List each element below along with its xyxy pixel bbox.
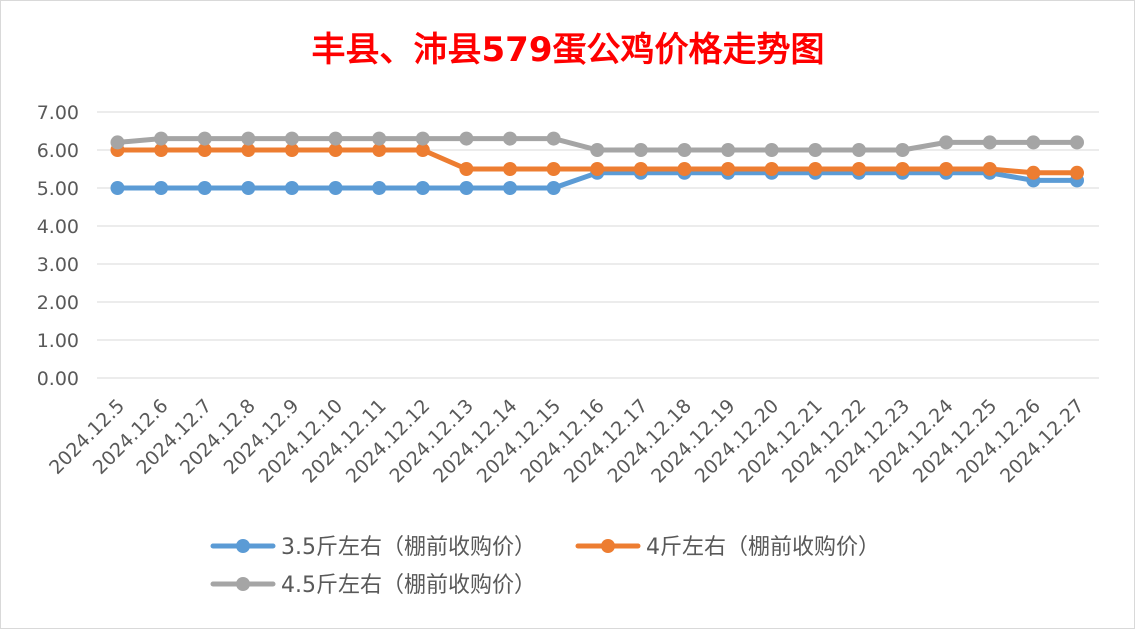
data-point [677,162,692,176]
data-point [895,162,910,176]
data-point [372,181,387,195]
data-point [197,131,212,146]
data-point [503,131,518,146]
data-point [546,181,561,195]
y-tick-label: 2.00 [37,292,79,314]
data-point [1070,165,1084,180]
data-point [764,143,779,157]
y-axis-ticks: 0.00 1.00 2.00 3.00 4.00 5.00 6.00 7.00 [37,102,79,390]
series-lines [110,131,1084,195]
legend: 3.5斤左右（棚前收购价） 4斤左右（棚前收购价） 4.5斤左右（棚前收购价） [210,535,880,598]
data-point [415,143,430,157]
legend-label: 3.5斤左右（棚前收购价） [281,535,536,560]
y-tick-label: 3.00 [37,254,79,276]
data-point [1026,165,1041,180]
legend-item: 3.5斤左右（棚前收购价） [210,535,536,560]
y-tick-label: 0.00 [37,368,79,390]
data-point [503,162,518,176]
data-point [284,131,299,146]
data-point [372,143,387,157]
data-point [284,181,299,195]
data-point [764,162,779,176]
legend-swatch-marker [236,539,250,553]
data-point [197,181,212,195]
data-point [154,181,169,195]
y-tick-label: 4.00 [37,216,79,238]
data-point [895,143,910,157]
data-point [154,143,169,157]
series-3 [110,131,1084,157]
data-point [241,143,256,157]
data-point [459,181,474,195]
data-point [197,143,212,157]
data-point [415,131,430,146]
data-point [503,181,518,195]
data-point [633,143,648,157]
data-point [546,162,561,176]
legend-label: 4斤左右（棚前收购价） [646,535,880,560]
data-point [851,162,866,176]
data-point [241,181,256,195]
data-point [982,162,997,176]
data-point [677,143,692,157]
data-point [590,143,605,157]
data-point [110,181,125,195]
data-point [110,135,125,150]
x-axis-ticks: 2024.12.52024.12.62024.12.72024.12.82024… [45,395,1088,487]
data-point [808,143,823,157]
data-point [982,135,997,150]
data-point [939,135,954,150]
data-point [328,143,343,157]
data-point [241,131,256,146]
data-point [721,143,736,157]
legend-item: 4.5斤左右（棚前收购价） [210,573,536,598]
data-point [1070,135,1084,150]
data-point [808,162,823,176]
data-point [459,131,474,146]
data-point [721,162,736,176]
data-point [546,131,561,146]
data-point [1026,135,1041,150]
y-tick-label: 6.00 [37,140,79,162]
data-point [939,162,954,176]
legend-item: 4斤左右（棚前收购价） [575,535,880,560]
data-point [328,181,343,195]
data-point [154,131,169,146]
data-point [372,131,387,146]
y-tick-label: 1.00 [37,330,79,352]
y-tick-label: 5.00 [37,178,79,200]
chart-title: 丰县、沛县579蛋公鸡价格走势图 [312,30,825,70]
series-2 [110,143,1084,180]
legend-swatch-marker [601,539,615,553]
data-point [633,162,648,176]
data-point [459,162,474,176]
legend-swatch-marker [236,577,250,591]
y-tick-label: 7.00 [37,102,79,124]
data-point [851,143,866,157]
data-point [590,162,605,176]
data-point [415,181,430,195]
legend-label: 4.5斤左右（棚前收购价） [281,573,536,598]
data-point [328,131,343,146]
data-point [284,143,299,157]
